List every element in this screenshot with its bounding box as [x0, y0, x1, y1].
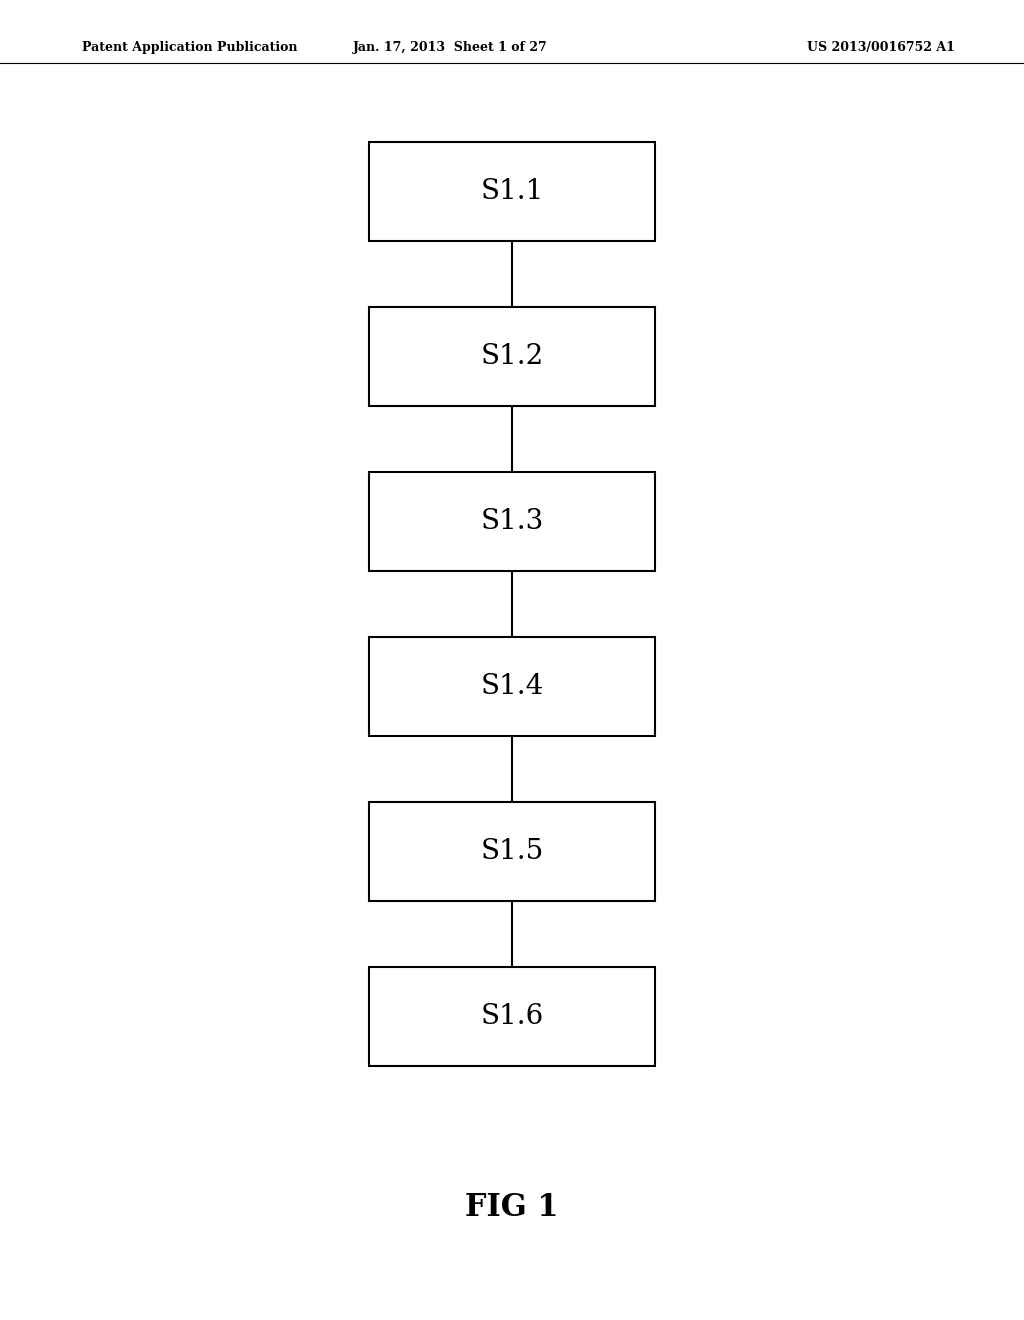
- FancyBboxPatch shape: [369, 473, 655, 570]
- Text: S1.4: S1.4: [480, 673, 544, 700]
- FancyBboxPatch shape: [369, 143, 655, 242]
- FancyBboxPatch shape: [369, 801, 655, 900]
- Text: S1.1: S1.1: [480, 178, 544, 205]
- Text: S1.2: S1.2: [480, 343, 544, 370]
- Text: Patent Application Publication: Patent Application Publication: [82, 41, 297, 54]
- Text: Jan. 17, 2013  Sheet 1 of 27: Jan. 17, 2013 Sheet 1 of 27: [353, 41, 548, 54]
- FancyBboxPatch shape: [369, 638, 655, 737]
- Text: US 2013/0016752 A1: US 2013/0016752 A1: [807, 41, 954, 54]
- Text: S1.3: S1.3: [480, 508, 544, 535]
- Text: FIG 1: FIG 1: [465, 1192, 559, 1224]
- FancyBboxPatch shape: [369, 966, 655, 1067]
- Text: S1.5: S1.5: [480, 838, 544, 865]
- Text: S1.6: S1.6: [480, 1003, 544, 1030]
- FancyBboxPatch shape: [369, 308, 655, 407]
